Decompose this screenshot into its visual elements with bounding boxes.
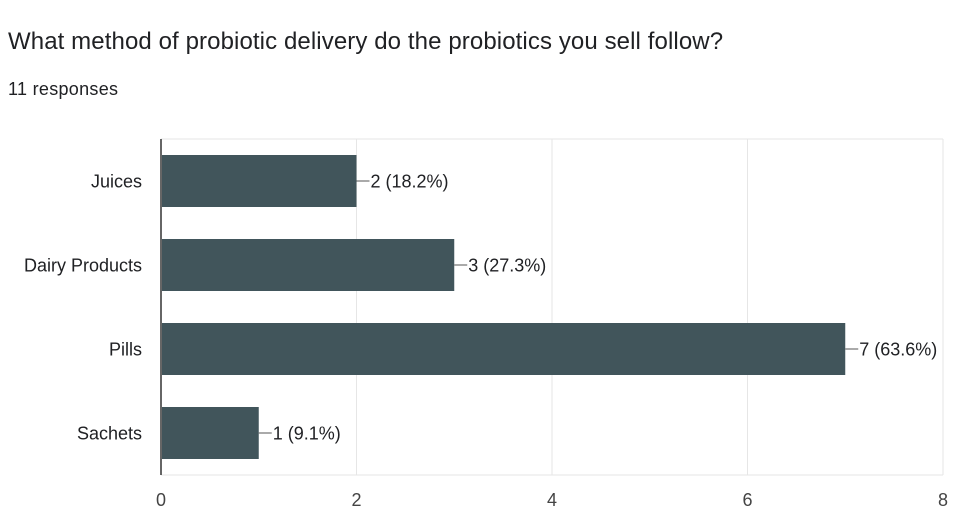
data-label: 7 (63.6%) xyxy=(859,340,937,360)
responses-count: 11 responses xyxy=(8,79,119,99)
x-tick-label: 8 xyxy=(938,490,948,510)
category-label: Pills xyxy=(109,340,142,360)
data-label: 1 (9.1%) xyxy=(273,424,341,444)
bar xyxy=(162,239,455,291)
x-tick-label: 4 xyxy=(547,490,557,510)
bar xyxy=(162,407,259,459)
category-label: Dairy Products xyxy=(24,256,142,276)
category-label: Juices xyxy=(91,172,142,192)
x-tick-label: 2 xyxy=(351,490,361,510)
data-label: 3 (27.3%) xyxy=(468,256,546,276)
category-label: Sachets xyxy=(77,424,142,444)
bar xyxy=(162,155,357,207)
bar xyxy=(162,323,846,375)
data-label: 2 (18.2%) xyxy=(371,172,449,192)
x-tick-label: 6 xyxy=(742,490,752,510)
question-title: What method of probiotic delivery do the… xyxy=(8,28,724,55)
x-tick-label: 0 xyxy=(156,490,166,510)
